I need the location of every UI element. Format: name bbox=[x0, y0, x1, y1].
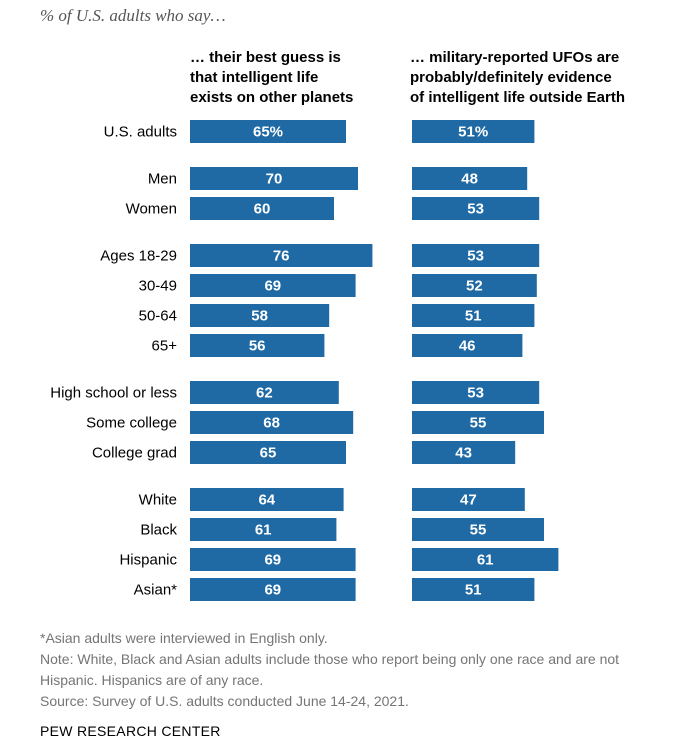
bar-value-black-col1: 61 bbox=[255, 522, 272, 539]
bar-value-asian-col1: 69 bbox=[264, 582, 281, 599]
bar-value-women-col1: 60 bbox=[254, 201, 271, 218]
chart-subtitle: % of U.S. adults who say… bbox=[40, 6, 226, 25]
row-label-college-grad: College grad bbox=[92, 445, 177, 462]
bar-value-high-school-or-less-col1: 62 bbox=[256, 385, 273, 402]
bar-65-col2 bbox=[412, 334, 523, 357]
bar-value-men-col2: 48 bbox=[461, 171, 478, 188]
bar-hispanic-col2 bbox=[412, 548, 559, 571]
bar-value-hispanic-col2: 61 bbox=[477, 552, 494, 569]
bar-some-college-col1 bbox=[190, 411, 354, 434]
bar-asian-col2 bbox=[412, 578, 535, 601]
bar-value-women-col2: 53 bbox=[467, 201, 484, 218]
column-header-ufo-evidence: … military-reported UFOs are probably/de… bbox=[410, 49, 626, 106]
bar-value-30-49-col2: 52 bbox=[466, 278, 483, 295]
bar-asian-col1 bbox=[190, 578, 356, 601]
row-label-u-s-adults: U.S. adults bbox=[104, 124, 177, 141]
bar-50-64-col2 bbox=[412, 304, 535, 327]
bar-value-black-col2: 55 bbox=[470, 522, 487, 539]
bar-u-s-adults-col1 bbox=[190, 120, 346, 143]
bar-college-grad-col1 bbox=[190, 441, 346, 464]
bar-50-64-col1 bbox=[190, 304, 330, 327]
bar-value-50-64-col1: 58 bbox=[251, 308, 268, 325]
footnote-asian: *Asian adults were interviewed in Englis… bbox=[40, 630, 328, 646]
bar-high-school-or-less-col2 bbox=[412, 381, 540, 404]
bar-value-hispanic-col1: 69 bbox=[264, 552, 281, 569]
bar-men-col1 bbox=[190, 167, 358, 190]
row-label-some-college: Some college bbox=[86, 415, 177, 432]
row-label-65: 65+ bbox=[152, 338, 178, 355]
bar-value-u-s-adults-col1: 65% bbox=[253, 124, 283, 141]
bar-value-30-49-col1: 69 bbox=[264, 278, 281, 295]
row-label-asian: Asian* bbox=[134, 582, 178, 599]
bar-men-col2 bbox=[412, 167, 528, 190]
row-label-ages-18-29: Ages 18-29 bbox=[100, 248, 177, 265]
footnote-source: Source: Survey of U.S. adults conducted … bbox=[40, 693, 409, 709]
bar-value-college-grad-col1: 65 bbox=[260, 445, 277, 462]
bar-value-white-col1: 64 bbox=[258, 492, 275, 509]
bar-value-65-col2: 46 bbox=[459, 338, 476, 355]
row-label-high-school-or-less: High school or less bbox=[50, 385, 177, 402]
bar-value-some-college-col2: 55 bbox=[470, 415, 487, 432]
footnote-note: Note: White, Black and Asian adults incl… bbox=[40, 651, 620, 688]
bar-30-49-col2 bbox=[412, 274, 537, 297]
row-label-hispanic: Hispanic bbox=[119, 552, 177, 569]
bar-value-50-64-col2: 51 bbox=[465, 308, 482, 325]
bar-value-asian-col2: 51 bbox=[465, 582, 482, 599]
bar-value-high-school-or-less-col2: 53 bbox=[467, 385, 484, 402]
bar-college-grad-col2 bbox=[412, 441, 516, 464]
bar-white-col2 bbox=[412, 488, 525, 511]
bar-value-ages-18-29-col1: 76 bbox=[273, 248, 290, 265]
bar-black-col1 bbox=[190, 518, 337, 541]
bar-ages-18-29-col2 bbox=[412, 244, 540, 267]
row-label-white: White bbox=[139, 492, 177, 509]
bar-white-col1 bbox=[190, 488, 344, 511]
bar-some-college-col2 bbox=[412, 411, 544, 434]
row-label-black: Black bbox=[140, 522, 177, 539]
footnotes: *Asian adults were interviewed in Englis… bbox=[40, 628, 660, 712]
bar-women-col2 bbox=[412, 197, 540, 220]
bar-value-white-col2: 47 bbox=[460, 492, 477, 509]
bar-value-u-s-adults-col2: 51% bbox=[458, 124, 488, 141]
bar-30-49-col1 bbox=[190, 274, 356, 297]
row-label-women: Women bbox=[126, 201, 177, 218]
bar-value-ages-18-29-col2: 53 bbox=[467, 248, 484, 265]
row-label-men: Men bbox=[148, 171, 177, 188]
bar-u-s-adults-col2 bbox=[412, 120, 535, 143]
bar-value-65-col1: 56 bbox=[249, 338, 266, 355]
bar-value-some-college-col1: 68 bbox=[263, 415, 280, 432]
bar-ages-18-29-col1 bbox=[190, 244, 373, 267]
bar-high-school-or-less-col1 bbox=[190, 381, 339, 404]
row-label-30-49: 30-49 bbox=[139, 278, 177, 295]
bar-value-men-col1: 70 bbox=[266, 171, 283, 188]
bar-65-col1 bbox=[190, 334, 325, 357]
bar-hispanic-col1 bbox=[190, 548, 356, 571]
bar-chart: U.S. adults 65% 51% Men 70 48 Women 60 53 Ages 18… bbox=[50, 120, 559, 601]
bar-black-col2 bbox=[412, 518, 544, 541]
column-header-intelligent-life: … their best guess is that intelligent l… bbox=[190, 49, 354, 106]
source-organization: PEW RESEARCH CENTER bbox=[40, 723, 221, 739]
row-label-50-64: 50-64 bbox=[139, 308, 177, 325]
bar-value-college-grad-col2: 43 bbox=[455, 445, 472, 462]
bar-women-col1 bbox=[190, 197, 334, 220]
